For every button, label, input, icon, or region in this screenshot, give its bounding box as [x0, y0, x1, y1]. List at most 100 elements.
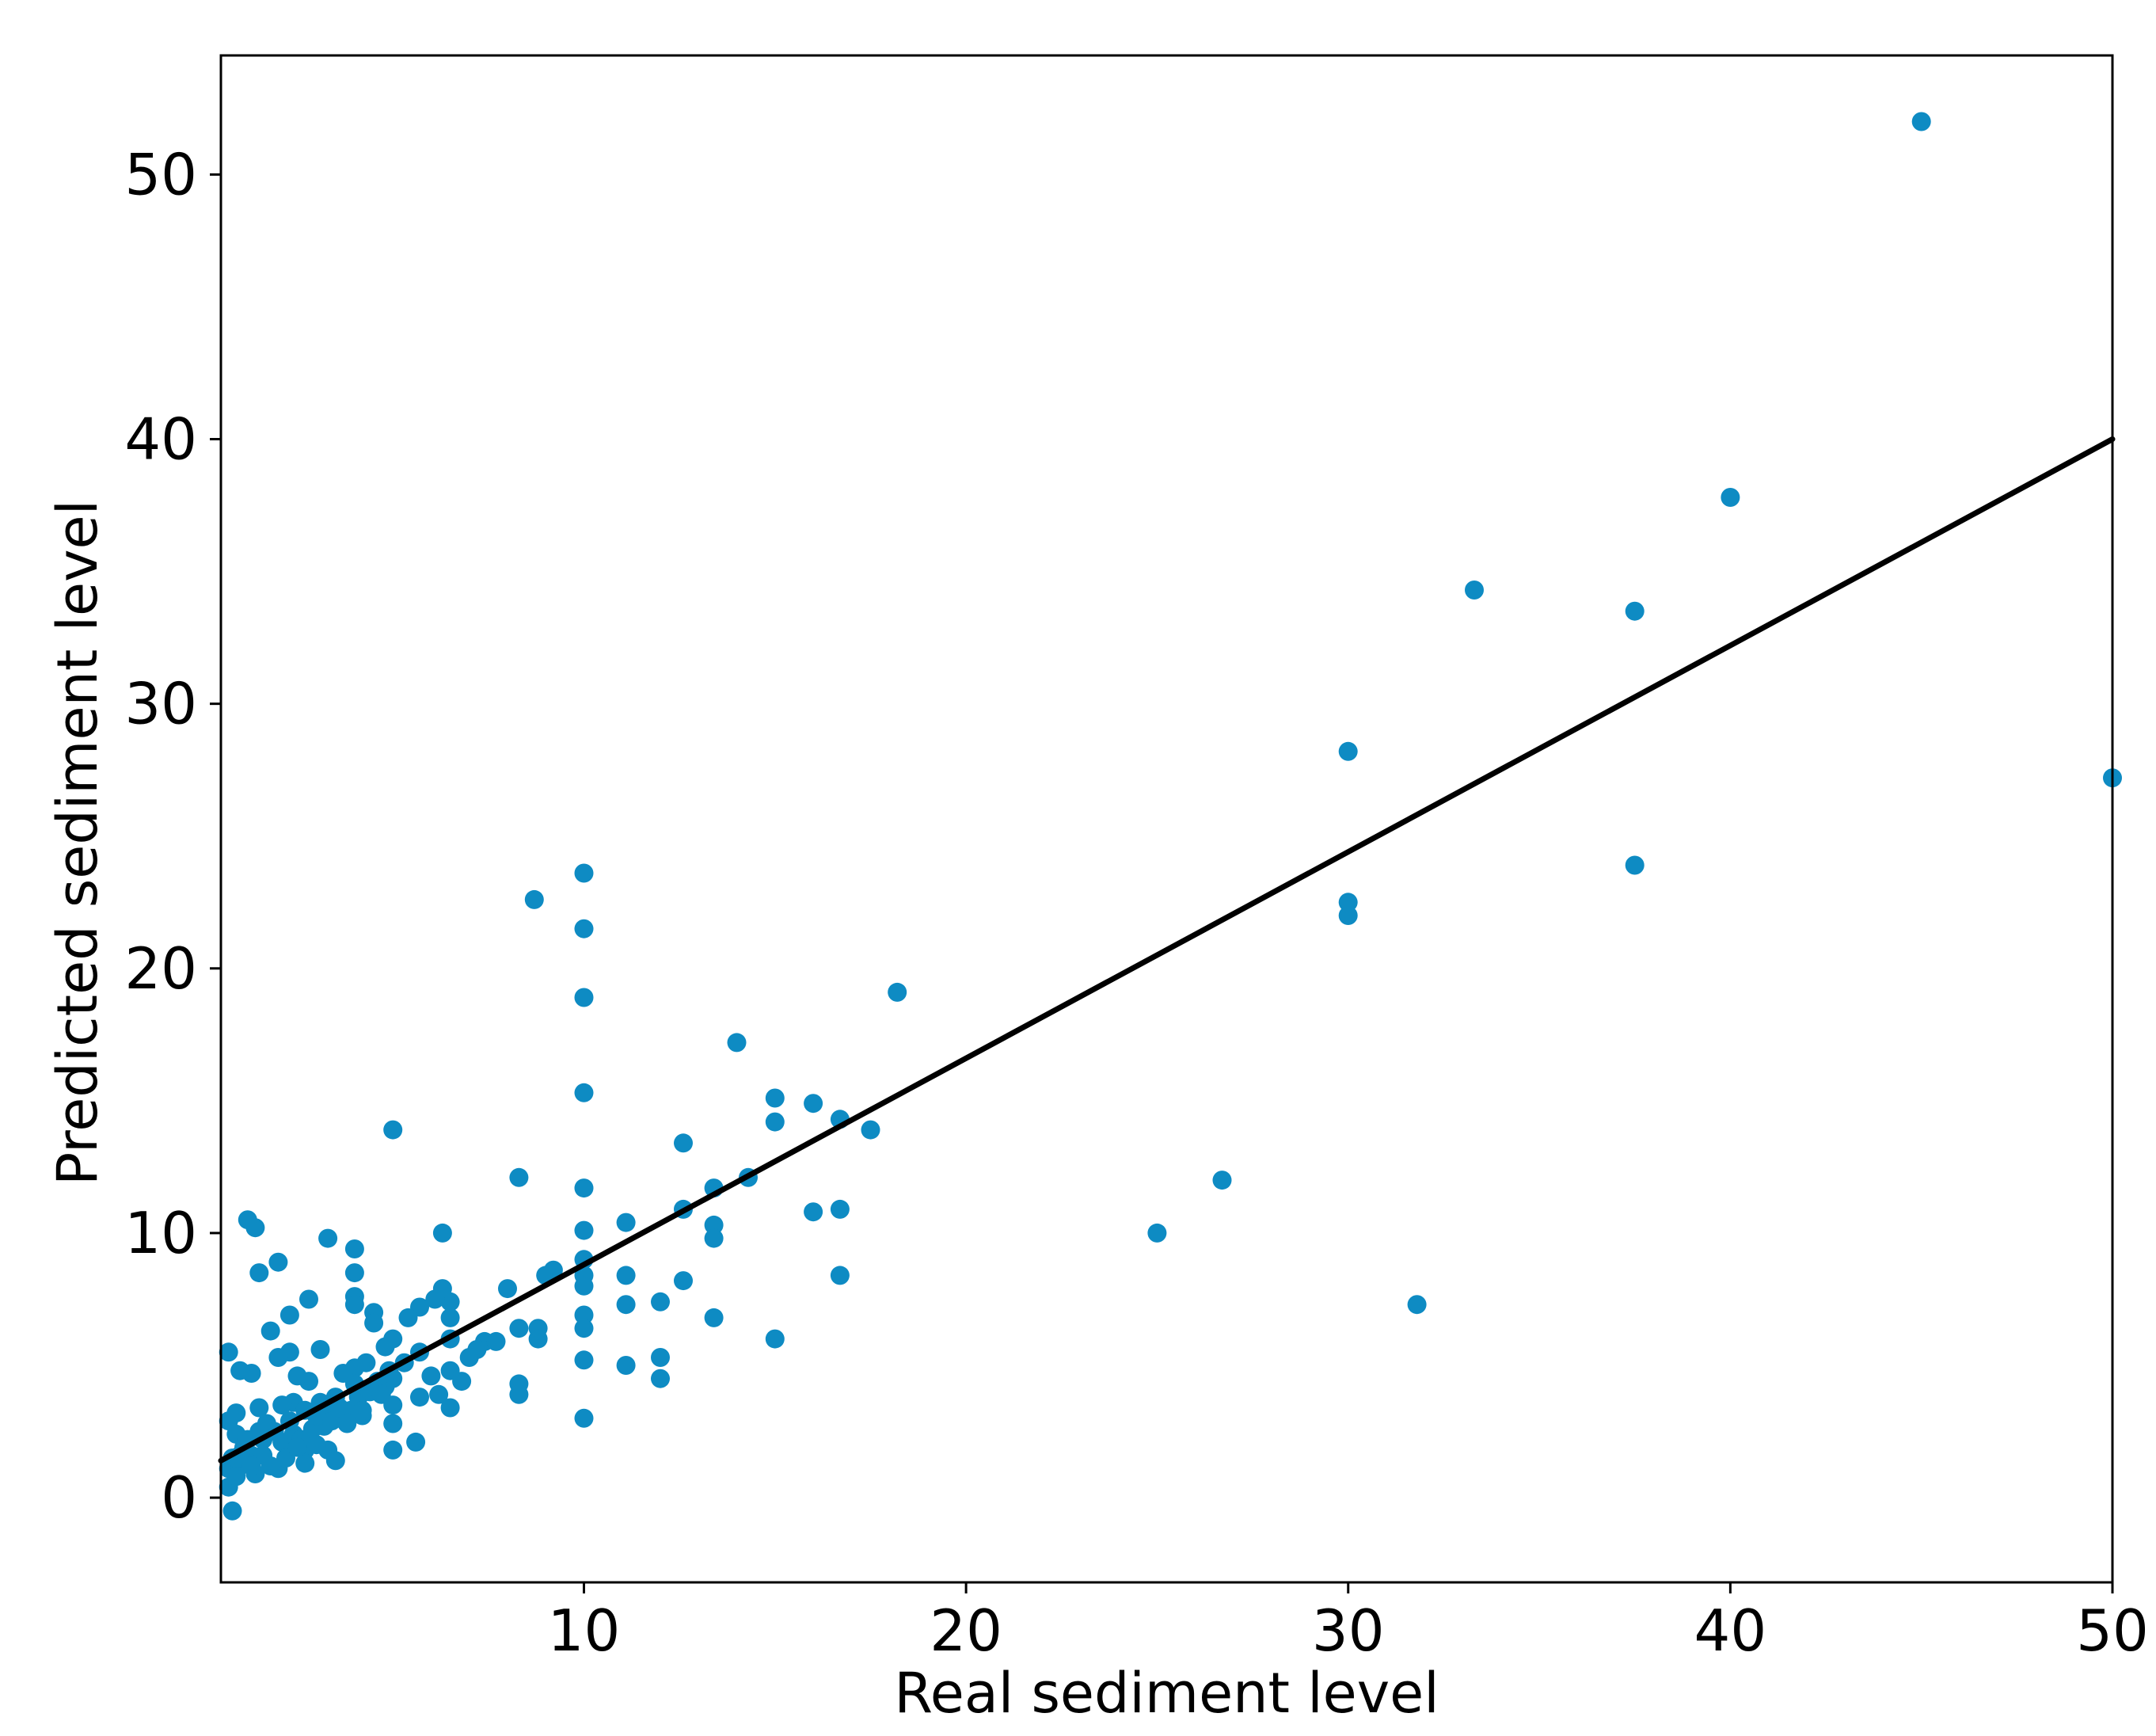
data-point: [260, 1321, 280, 1341]
data-point: [1625, 601, 1645, 621]
data-point: [528, 1329, 548, 1349]
x-tick-label: 40: [1694, 1597, 1767, 1664]
data-point: [574, 1178, 594, 1198]
data-point: [344, 1295, 364, 1315]
data-point: [616, 1295, 636, 1315]
data-point: [371, 1384, 391, 1404]
data-point: [830, 1199, 850, 1219]
data-point: [543, 1260, 563, 1280]
x-tick-label: 20: [930, 1597, 1002, 1664]
y-axis: 0 10 20 30 40 50: [124, 141, 221, 1531]
data-point: [574, 1350, 594, 1370]
data-point: [440, 1398, 460, 1418]
data-point: [888, 982, 907, 1002]
x-tick-label: 10: [548, 1597, 621, 1664]
data-point: [574, 1319, 594, 1338]
y-tick-label: 30: [124, 671, 197, 737]
data-point: [574, 1276, 594, 1296]
data-point: [440, 1361, 460, 1380]
data-point: [574, 919, 594, 938]
data-point: [268, 1252, 288, 1272]
data-point: [1465, 581, 1484, 600]
data-point: [241, 1456, 261, 1475]
data-point: [429, 1384, 449, 1404]
x-tick-label: 30: [1312, 1597, 1385, 1664]
data-point: [1911, 112, 1931, 131]
data-point: [352, 1400, 372, 1420]
data-point: [830, 1266, 850, 1285]
data-point: [861, 1120, 880, 1140]
data-point: [1721, 488, 1740, 507]
data-point: [616, 1266, 636, 1285]
data-point: [325, 1451, 345, 1471]
y-tick-label: 10: [124, 1200, 197, 1266]
data-point: [765, 1088, 785, 1108]
data-point: [765, 1112, 785, 1132]
data-point: [574, 988, 594, 1007]
data-point: [219, 1411, 238, 1431]
data-point: [727, 1033, 747, 1053]
data-point: [410, 1388, 429, 1407]
data-point: [406, 1432, 426, 1452]
data-point: [674, 1271, 693, 1291]
data-point: [398, 1308, 418, 1327]
regression-line: [218, 436, 2116, 1464]
data-point: [383, 1440, 403, 1460]
data-point: [344, 1239, 364, 1258]
data-point: [1338, 893, 1358, 912]
data-point: [333, 1364, 353, 1383]
data-point: [226, 1467, 246, 1487]
data-point: [574, 1305, 594, 1325]
data-point: [1212, 1171, 1232, 1190]
data-point: [574, 1408, 594, 1428]
data-point: [306, 1435, 326, 1455]
data-point: [375, 1337, 395, 1357]
data-point: [498, 1279, 517, 1299]
data-point: [765, 1329, 785, 1349]
data-point: [1407, 1295, 1427, 1315]
data-point: [238, 1210, 257, 1230]
data-point: [344, 1263, 364, 1283]
y-tick-label: 50: [124, 141, 197, 207]
data-point: [486, 1331, 506, 1351]
data-point: [651, 1369, 670, 1388]
data-point: [260, 1456, 280, 1475]
y-tick-label: 20: [124, 935, 197, 1002]
data-point: [574, 863, 594, 883]
data-point: [651, 1292, 670, 1312]
data-point: [249, 1263, 269, 1283]
data-point: [804, 1202, 823, 1222]
data-point: [310, 1340, 330, 1359]
data-point: [222, 1501, 242, 1521]
data-point: [279, 1305, 299, 1325]
data-point: [287, 1366, 307, 1386]
data-point: [268, 1348, 288, 1367]
data-point: [249, 1398, 269, 1418]
data-point: [383, 1120, 403, 1140]
x-axis-title: Real sediment level: [894, 1661, 1439, 1726]
data-point: [272, 1395, 292, 1415]
data-point: [432, 1223, 452, 1243]
data-point: [383, 1414, 403, 1433]
data-point: [440, 1308, 460, 1327]
data-point: [295, 1453, 315, 1473]
data-point: [704, 1308, 724, 1327]
data-point: [425, 1289, 445, 1309]
data-point: [318, 1228, 338, 1248]
data-point: [337, 1414, 357, 1433]
y-tick-label: 0: [161, 1464, 197, 1531]
data-point: [364, 1313, 384, 1333]
data-point: [230, 1361, 250, 1380]
data-point: [704, 1215, 724, 1235]
data-point: [804, 1094, 823, 1114]
data-point: [704, 1228, 724, 1248]
points-layer: [219, 112, 2122, 1521]
data-point: [1625, 855, 1645, 875]
data-point: [299, 1289, 318, 1309]
data-point: [509, 1319, 529, 1338]
x-tick-label: 50: [2076, 1597, 2149, 1664]
data-point: [574, 1220, 594, 1240]
x-axis: 10 20 30 40 50: [548, 1582, 2149, 1664]
data-point: [1338, 906, 1358, 925]
